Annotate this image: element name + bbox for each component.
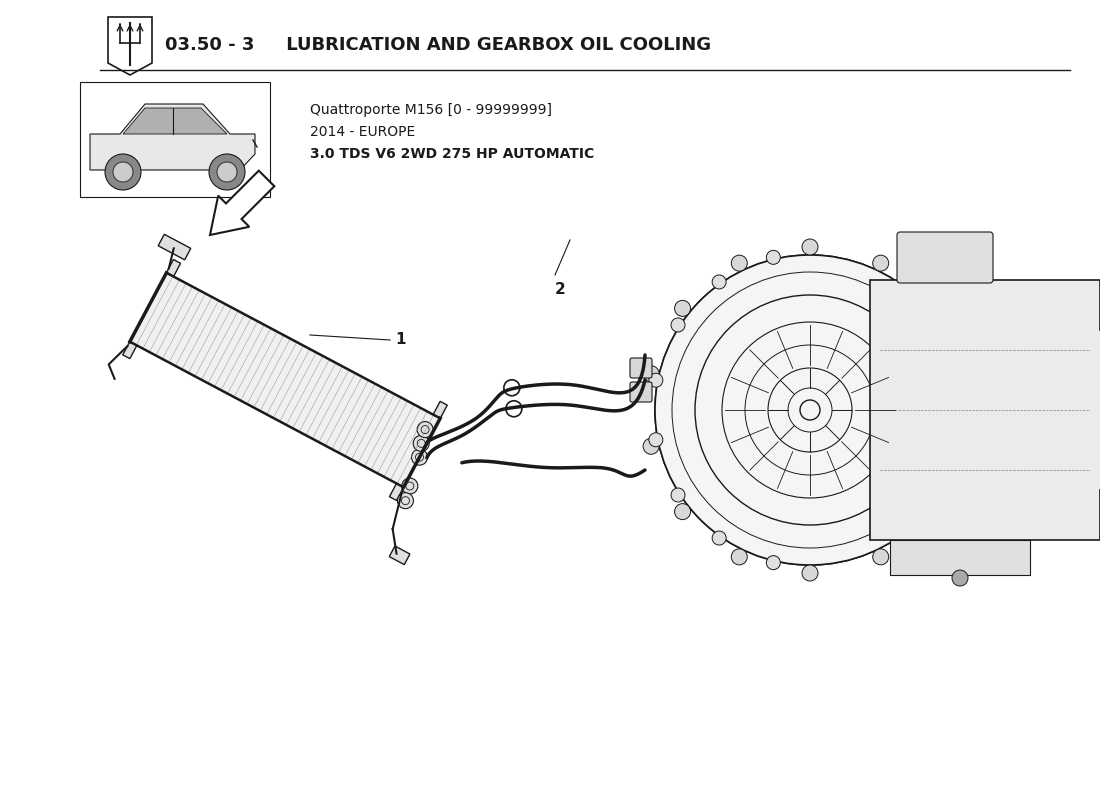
- Circle shape: [712, 531, 726, 545]
- Circle shape: [961, 438, 977, 454]
- Circle shape: [209, 154, 245, 190]
- Circle shape: [414, 435, 429, 451]
- Circle shape: [104, 154, 141, 190]
- Text: Quattroporte M156 [0 - 99999999]: Quattroporte M156 [0 - 99999999]: [310, 103, 552, 117]
- Circle shape: [671, 488, 685, 502]
- Polygon shape: [433, 402, 448, 418]
- Circle shape: [644, 366, 659, 382]
- Polygon shape: [389, 483, 404, 501]
- Circle shape: [732, 255, 747, 271]
- Circle shape: [411, 449, 428, 465]
- Circle shape: [767, 556, 780, 570]
- Circle shape: [671, 318, 685, 332]
- Circle shape: [654, 255, 965, 565]
- Circle shape: [802, 239, 818, 255]
- Circle shape: [930, 300, 945, 316]
- Text: 2014 - EUROPE: 2014 - EUROPE: [310, 125, 416, 139]
- Circle shape: [802, 565, 818, 581]
- Circle shape: [712, 275, 726, 289]
- FancyBboxPatch shape: [896, 232, 993, 283]
- Polygon shape: [389, 546, 410, 565]
- Circle shape: [930, 504, 945, 520]
- Text: 1: 1: [395, 333, 406, 347]
- Polygon shape: [123, 108, 227, 134]
- FancyBboxPatch shape: [630, 382, 652, 402]
- Polygon shape: [870, 280, 1100, 540]
- Text: LUBRICATION AND GEARBOX OIL COOLING: LUBRICATION AND GEARBOX OIL COOLING: [280, 36, 711, 54]
- FancyBboxPatch shape: [630, 358, 652, 378]
- Circle shape: [674, 504, 691, 520]
- Polygon shape: [166, 259, 180, 277]
- Polygon shape: [890, 540, 1030, 575]
- Polygon shape: [130, 273, 440, 487]
- Circle shape: [952, 570, 968, 586]
- Circle shape: [732, 549, 747, 565]
- Circle shape: [649, 374, 663, 387]
- Polygon shape: [123, 342, 136, 358]
- Text: 3.0 TDS V6 2WD 275 HP AUTOMATIC: 3.0 TDS V6 2WD 275 HP AUTOMATIC: [310, 147, 594, 161]
- Circle shape: [649, 433, 663, 446]
- Circle shape: [644, 438, 659, 454]
- Circle shape: [397, 493, 414, 509]
- Circle shape: [113, 162, 133, 182]
- Circle shape: [674, 300, 691, 316]
- Circle shape: [417, 422, 433, 438]
- Circle shape: [872, 549, 889, 565]
- Bar: [80, 82, 270, 197]
- Circle shape: [217, 162, 236, 182]
- Circle shape: [767, 250, 780, 264]
- Polygon shape: [158, 234, 190, 260]
- Circle shape: [872, 255, 889, 271]
- Text: 2: 2: [556, 282, 565, 298]
- Circle shape: [402, 478, 418, 494]
- Circle shape: [961, 366, 977, 382]
- Polygon shape: [210, 170, 274, 235]
- Text: 03.50 - 3: 03.50 - 3: [165, 36, 254, 54]
- Polygon shape: [90, 104, 255, 170]
